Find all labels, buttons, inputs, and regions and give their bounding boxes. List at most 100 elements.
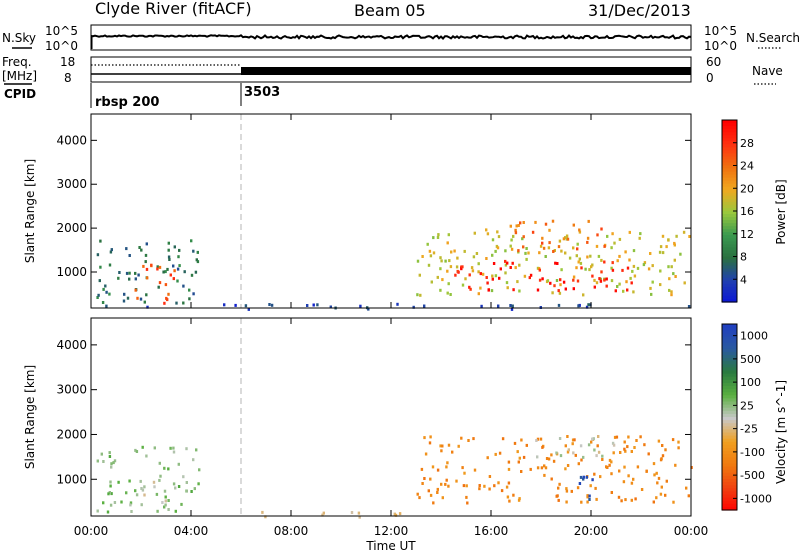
range-cell: [630, 281, 633, 285]
range-cell: [623, 440, 626, 444]
colorbar-tick-label: 16: [740, 205, 754, 218]
range-cell: [106, 510, 110, 514]
range-cell: [196, 260, 200, 264]
range-cell: [578, 230, 582, 234]
range-cell: [653, 473, 656, 477]
range-cell: [580, 266, 583, 270]
range-cell: [623, 465, 626, 469]
range-cell: [565, 234, 569, 238]
range-cell: [472, 255, 476, 259]
colorbar-step: [722, 159, 737, 164]
range-cell: [483, 484, 486, 488]
x-axis-title: Time UT: [365, 539, 416, 553]
range-cell: [436, 491, 439, 494]
colorbar-step: [722, 479, 737, 483]
range-cell: [657, 439, 661, 443]
range-cell: [462, 484, 466, 488]
range-cell: [507, 467, 511, 471]
range-cell: [195, 448, 198, 452]
range-cell: [429, 254, 433, 258]
range-cell: [674, 275, 677, 278]
range-cell: [618, 469, 621, 473]
range-cell: [513, 441, 517, 445]
range-cell: [144, 260, 147, 264]
range-cell: [446, 461, 449, 465]
range-cell: [600, 258, 603, 262]
range-cell: [419, 293, 422, 297]
range-cell: [552, 250, 555, 253]
range-cell: [506, 286, 509, 290]
colorbar-step: [722, 177, 737, 182]
colorbar-step: [722, 195, 737, 200]
range-cell: [424, 452, 428, 456]
range-cell: [163, 301, 166, 305]
range-cell: [164, 270, 167, 274]
range-cell: [585, 475, 588, 479]
y-tick-label: 3000: [56, 383, 87, 397]
range-cell: [113, 501, 117, 504]
range-cell: [139, 479, 142, 483]
range-cell: [398, 512, 402, 516]
range-cell: [517, 498, 521, 502]
range-cell: [107, 492, 110, 496]
y-tick-label: 4000: [56, 338, 87, 352]
range-cell: [436, 275, 439, 279]
range-cell: [611, 261, 614, 265]
range-cell: [555, 451, 558, 455]
range-cell: [428, 249, 432, 253]
range-cell: [572, 246, 575, 250]
colorbar-step: [722, 211, 737, 215]
range-cell: [587, 303, 590, 307]
y-tick-label: 2000: [56, 221, 87, 235]
velocity-data: [96, 435, 693, 519]
range-cell: [466, 501, 469, 505]
range-cell: [627, 435, 630, 439]
range-cell: [591, 437, 594, 441]
range-cell: [163, 489, 167, 493]
colorbar-step: [722, 451, 737, 455]
colorbar-step: [722, 491, 737, 496]
range-cell: [479, 286, 482, 290]
date-title: 31/Dec/2013: [588, 1, 691, 20]
range-cell: [306, 304, 309, 307]
colorbar-step: [722, 398, 737, 403]
range-cell: [167, 255, 171, 259]
range-cell: [477, 262, 480, 266]
range-cell: [447, 233, 450, 237]
range-cell: [101, 301, 105, 304]
range-cell: [510, 247, 514, 251]
colorbar-step: [722, 330, 737, 334]
range-cell: [612, 443, 616, 447]
range-cell: [423, 304, 426, 308]
range-cell: [481, 272, 485, 276]
range-cell: [164, 283, 168, 287]
range-cell: [99, 239, 102, 243]
colorbar-step: [722, 244, 737, 249]
colorbar-step: [722, 407, 737, 412]
range-cell: [359, 304, 362, 308]
nsearch-label: N.Search: [746, 31, 800, 45]
range-cell: [566, 237, 570, 241]
range-cell: [167, 499, 170, 502]
colorbar-step: [722, 274, 737, 279]
range-cell: [554, 261, 557, 265]
range-cell: [105, 304, 108, 308]
range-cell: [453, 249, 456, 253]
colorbar-step: [722, 367, 737, 372]
range-cell: [473, 468, 477, 472]
range-cell: [134, 288, 137, 292]
range-cell: [541, 236, 544, 240]
range-cell: [416, 293, 419, 297]
range-cell: [135, 493, 139, 497]
range-cell: [562, 237, 566, 241]
range-cell: [675, 234, 678, 238]
range-cell: [690, 466, 693, 469]
range-cell: [134, 277, 137, 281]
power-panel: 1000 2000 3000 4000 Slant Range [km] 4 8 12 16…: [23, 113, 788, 311]
range-cell: [515, 224, 518, 228]
range-cell: [621, 268, 624, 272]
range-cell: [123, 292, 126, 296]
range-cell: [499, 267, 502, 271]
colorbar-step: [722, 500, 737, 505]
range-cell: [523, 274, 527, 278]
